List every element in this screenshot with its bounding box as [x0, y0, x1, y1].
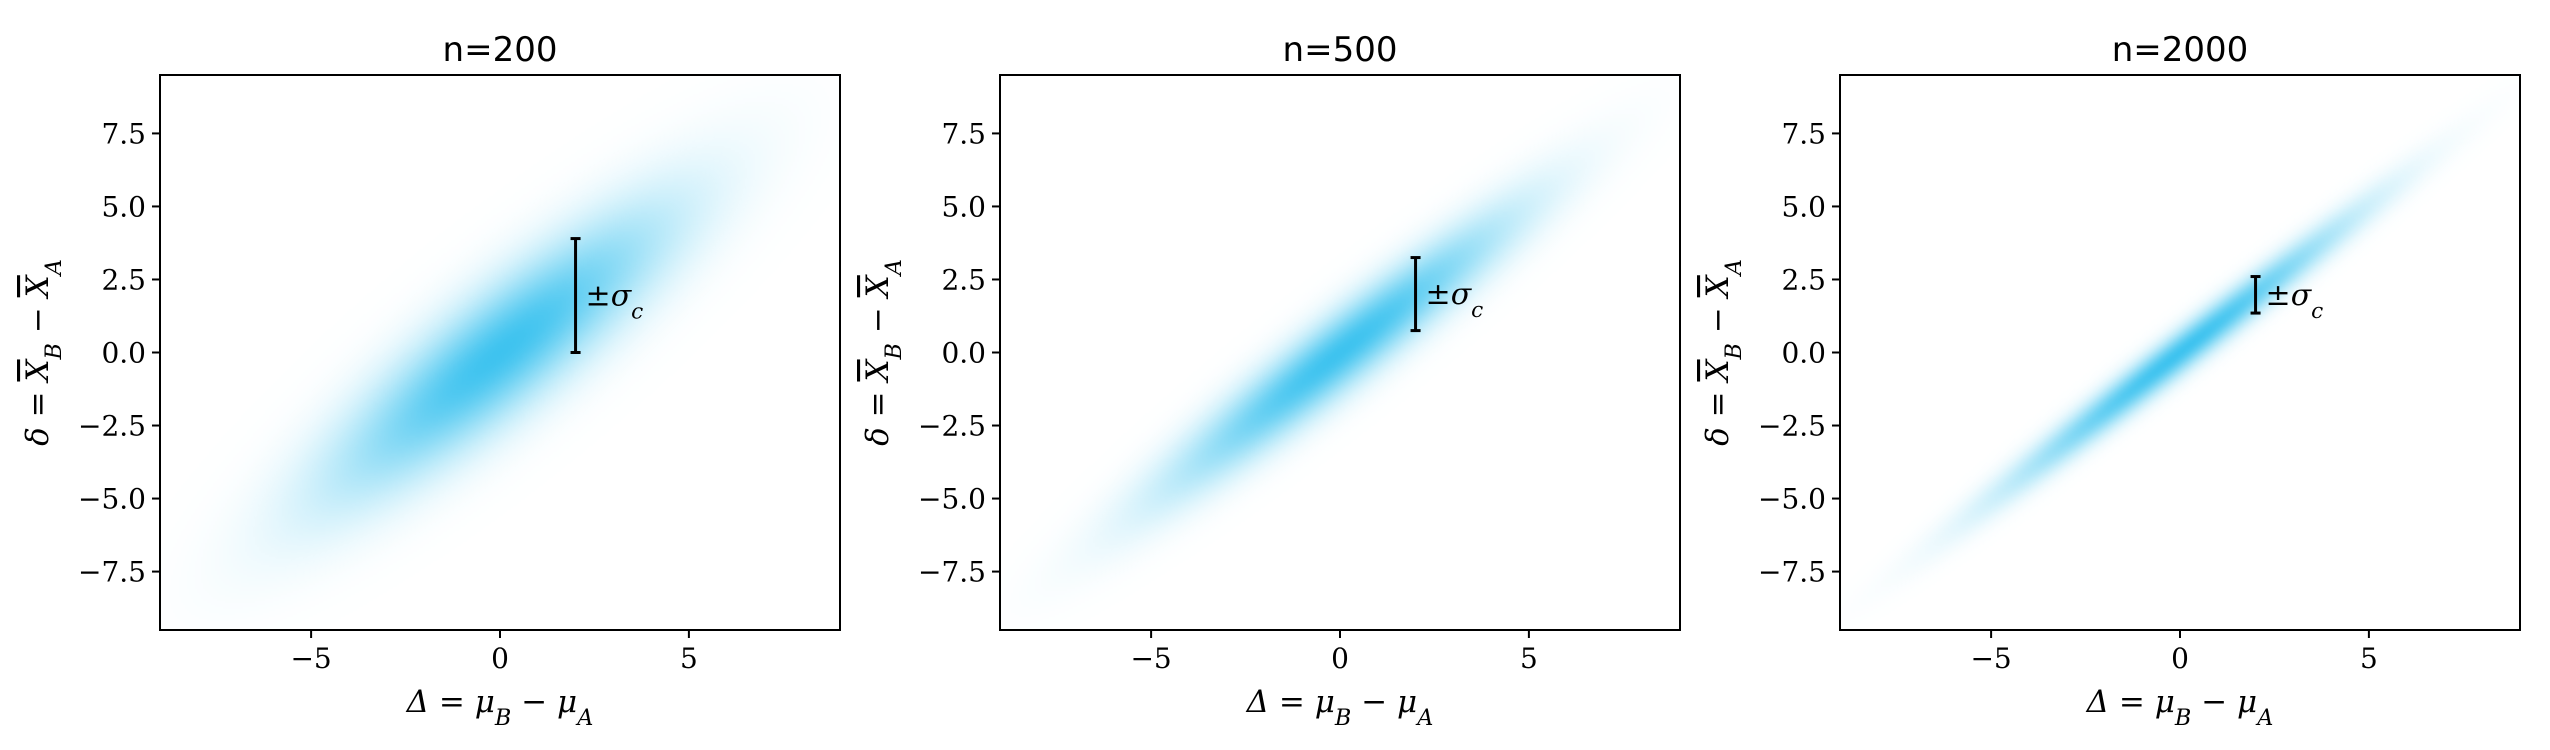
y-tick-label: −2.5 — [78, 410, 146, 443]
sigma-label: ±σc — [1426, 277, 1484, 323]
y-axis-label: δ = XB − XA — [20, 259, 67, 446]
y-tick-label: 2.5 — [101, 263, 146, 296]
y-axis-label: δ = XB − XA — [1700, 259, 1747, 446]
sigma-error-bar — [570, 237, 581, 354]
panel-2: n=500 −5 0 5 7.5 5.0 2.5 0.0 −2.5 −5.0 −7.5 Δ = μB … — [860, 30, 1681, 731]
panel-title: n=2000 — [2112, 30, 2249, 70]
x-tick-label: −5 — [1130, 642, 1171, 675]
y-tick-label: 0.0 — [1781, 337, 1826, 370]
y-tick-label: −7.5 — [918, 556, 986, 589]
density-heatmap — [160, 75, 840, 630]
y-tick-label: 5.0 — [1781, 190, 1826, 223]
x-tick-label: 5 — [2360, 642, 2378, 675]
x-tick-label: 0 — [491, 642, 509, 675]
y-tick-label: 0.0 — [101, 337, 146, 370]
y-tick-label: 5.0 — [941, 190, 986, 223]
sigma-label: ±σc — [586, 279, 644, 325]
panel-title: n=200 — [443, 30, 558, 70]
y-tick-label: −2.5 — [1758, 410, 1826, 443]
y-axis-label: δ = XB − XA — [860, 259, 907, 446]
y-tick-label: −7.5 — [78, 556, 146, 589]
sigma-error-bar — [1410, 256, 1421, 333]
x-axis-label: Δ = μB − μA — [1246, 684, 1434, 731]
x-axis-label: Δ = μB − μA — [2086, 684, 2274, 731]
y-tick-label: 2.5 — [1781, 263, 1826, 296]
y-tick-label: 7.5 — [941, 117, 986, 150]
x-axis-label: Δ = μB − μA — [406, 684, 594, 731]
y-tick-label: 5.0 — [101, 190, 146, 223]
y-tick-label: 7.5 — [1781, 117, 1826, 150]
x-tick-label: 0 — [2171, 642, 2189, 675]
sigma-label: ±σc — [2266, 278, 2324, 324]
x-tick-label: 0 — [1331, 642, 1349, 675]
x-tick-label: 5 — [1520, 642, 1538, 675]
y-tick-label: −5.0 — [78, 483, 146, 516]
y-tick-label: −2.5 — [918, 410, 986, 443]
density-heatmap — [1000, 75, 1680, 630]
y-tick-label: 7.5 — [101, 117, 146, 150]
density-heatmap — [1840, 75, 2520, 630]
x-tick-label: 5 — [680, 642, 698, 675]
panel-3: n=2000 −5 0 5 7.5 5.0 2.5 0.0 −2.5 −5.0 −7.5 Δ = μB… — [1700, 30, 2521, 731]
y-tick-label: 2.5 — [941, 263, 986, 296]
panel-1: n=200 −5 0 5 7.5 5.0 2.5 0.0 −2.5 −5.0 −7.5 Δ = μB … — [20, 30, 841, 731]
y-tick-label: 0.0 — [941, 337, 986, 370]
panels: n=200 −5 0 5 7.5 5.0 2.5 0.0 −2.5 −5.0 −7.5 Δ = μB … — [20, 30, 2521, 731]
panel-title: n=500 — [1283, 30, 1398, 70]
y-tick-label: −7.5 — [1758, 556, 1826, 589]
x-tick-label: −5 — [290, 642, 331, 675]
y-tick-label: −5.0 — [1758, 483, 1826, 516]
y-tick-label: −5.0 — [918, 483, 986, 516]
sigma-error-bar — [2250, 275, 2261, 315]
x-tick-label: −5 — [1970, 642, 2011, 675]
